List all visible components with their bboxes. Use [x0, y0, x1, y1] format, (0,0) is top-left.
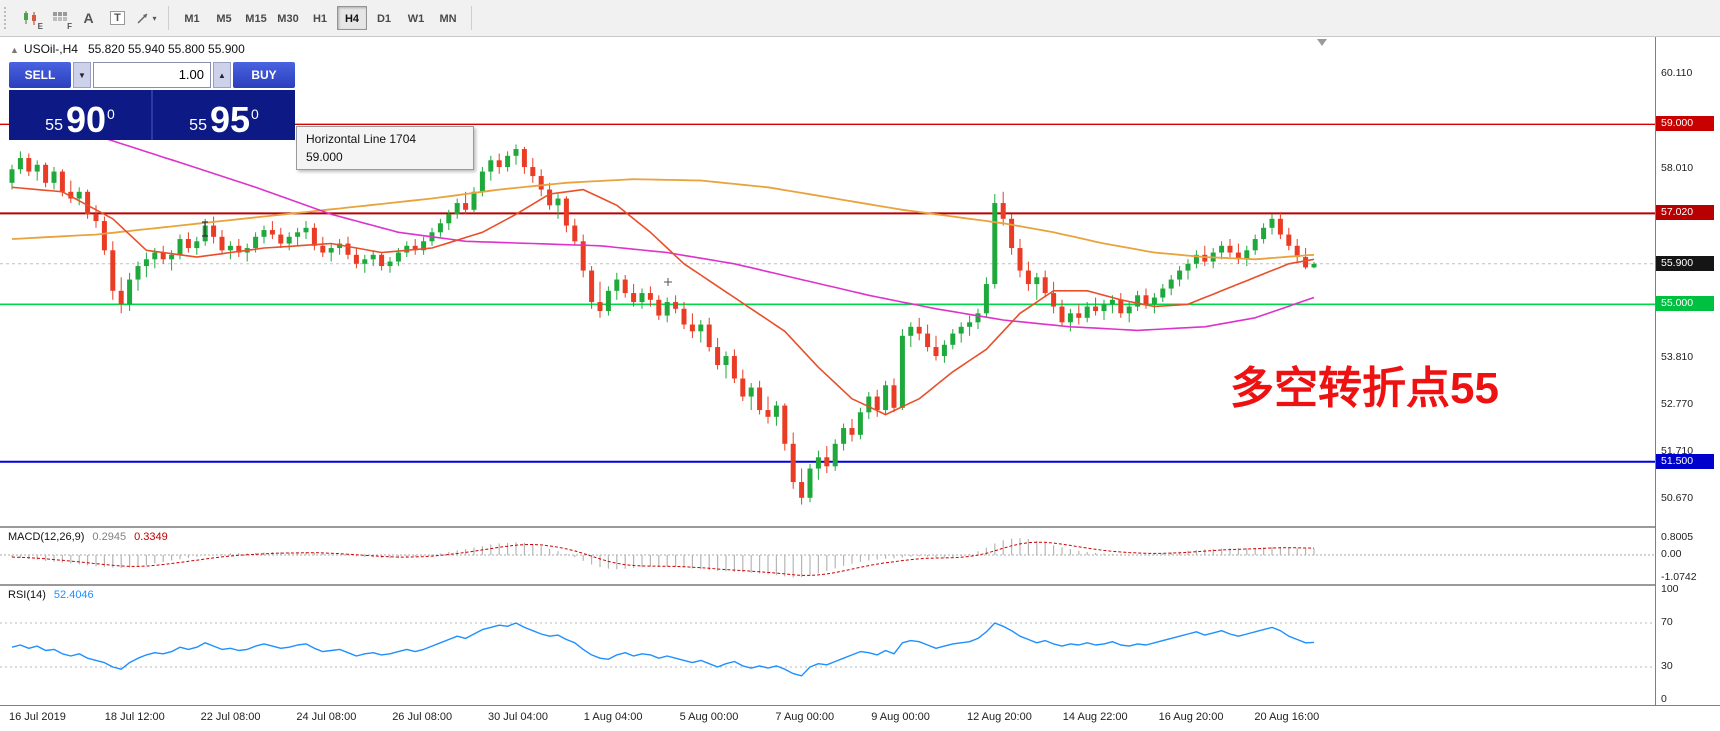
- chart-header: ▲ USOil-,H4 55.820 55.940 55.800 55.900: [10, 42, 245, 56]
- one-click-trading-panel: SELL ▼ 1.00 ▲ BUY 55 90 0 55 95 0: [9, 62, 295, 140]
- buy-price[interactable]: 55 95 0: [153, 90, 295, 140]
- text-label-button[interactable]: A: [75, 5, 102, 31]
- shapes-tool-button[interactable]: ▾: [133, 5, 160, 31]
- timeframe-button-h4[interactable]: H4: [337, 6, 367, 30]
- mouse-cursor: [202, 221, 208, 237]
- price-scale-label: 53.810: [1661, 350, 1694, 363]
- axis-separator: [0, 705, 1720, 706]
- grid-icon: [52, 11, 67, 21]
- timeframe-button-mn[interactable]: MN: [439, 13, 457, 25]
- price-badge: 55.900: [1656, 255, 1714, 271]
- toolbar-separator: [471, 6, 472, 30]
- tool-sub-label: E: [37, 22, 43, 31]
- time-axis-label: 16 Jul 2019: [9, 711, 66, 723]
- timeframe-button-h1[interactable]: H1: [312, 13, 328, 25]
- sell-price-big: 90: [65, 99, 107, 141]
- time-axis-label: 18 Jul 12:00: [104, 711, 165, 723]
- object-tooltip: Horizontal Line 1704 59.000: [296, 126, 474, 170]
- toolbar: E F A T ▾ M1 M5 M15 M30 H1 H4 D1 W1 MN: [0, 0, 1720, 37]
- collapse-panel-icon[interactable]: ▲: [10, 45, 19, 55]
- price-badge: 57.020: [1656, 205, 1714, 221]
- tool-sub-label: F: [67, 22, 72, 31]
- tooltip-title: Horizontal Line 1704: [306, 132, 417, 146]
- text-box-button[interactable]: T: [104, 5, 131, 31]
- time-axis-label: 1 Aug 04:00: [583, 711, 643, 723]
- panel-separator[interactable]: [0, 584, 1720, 586]
- price-scale-label: 50.670: [1661, 492, 1694, 505]
- macd-scale-label: 0.00: [1661, 548, 1682, 560]
- timeframe-button-m5[interactable]: M5: [216, 13, 232, 25]
- price-badge: 51.500: [1656, 453, 1714, 469]
- volume-dropdown-icon[interactable]: ▼: [73, 62, 91, 88]
- chart-cross-marker: [664, 278, 672, 286]
- price-badge: 55.000: [1656, 296, 1714, 312]
- toolbar-drag-handle[interactable]: [4, 7, 12, 29]
- price-scale-label: 58.010: [1661, 161, 1694, 174]
- rsi-indicator-label: RSI(14) 52.4046: [8, 589, 94, 601]
- time-axis-label: 7 Aug 00:00: [775, 711, 835, 723]
- candlesticks-icon: [23, 11, 36, 25]
- volume-input[interactable]: 1.00: [93, 62, 211, 88]
- timeframe-button-d1[interactable]: D1: [376, 13, 392, 25]
- timeframe-button-w1[interactable]: W1: [407, 13, 425, 25]
- buy-price-sup: 0: [251, 106, 259, 122]
- macd-main-value: 0.2945: [92, 531, 127, 543]
- time-axis-label: 12 Aug 20:00: [967, 711, 1032, 723]
- rsi-scale-label: 30: [1661, 660, 1673, 672]
- time-axis-label: 20 Aug 16:00: [1254, 711, 1320, 723]
- chart-text-annotation[interactable]: 多空转折点55: [1230, 364, 1499, 413]
- panel-separator[interactable]: [0, 526, 1720, 528]
- time-axis-label: 9 Aug 00:00: [871, 711, 930, 723]
- sell-price[interactable]: 55 90 0: [9, 90, 153, 140]
- text-box-icon: T: [110, 11, 125, 25]
- time-axis-label: 16 Aug 20:00: [1158, 711, 1224, 723]
- buy-button[interactable]: BUY: [233, 62, 295, 88]
- chart-objects-button[interactable]: E: [17, 5, 44, 31]
- indicator-grid-button[interactable]: F: [46, 5, 73, 31]
- timeframe-button-m1[interactable]: M1: [184, 13, 200, 25]
- time-axis-label: 22 Jul 08:00: [200, 711, 261, 723]
- price-badge: 59.000: [1656, 116, 1714, 132]
- tooltip-value: 59.000: [306, 150, 343, 164]
- timeframe-button-m15[interactable]: M15: [245, 13, 267, 25]
- volume-up-icon[interactable]: ▲: [213, 62, 231, 88]
- time-axis-label: 26 Jul 08:00: [392, 711, 453, 723]
- sell-button[interactable]: SELL: [9, 62, 71, 88]
- ohlc-values: 55.820 55.940 55.800 55.900: [87, 42, 245, 56]
- macd-indicator-label: MACD(12,26,9) 0.2945 0.3349: [8, 531, 168, 543]
- buy-price-big: 95: [209, 99, 251, 141]
- macd-panel-canvas[interactable]: [0, 528, 1655, 584]
- time-axis-label: 5 Aug 00:00: [679, 711, 739, 723]
- sell-price-small: 55: [45, 117, 63, 135]
- rsi-scale-label: 100: [1661, 583, 1679, 595]
- chevron-down-icon: ▾: [152, 13, 157, 23]
- rsi-panel-canvas[interactable]: [0, 586, 1655, 705]
- rsi-name: RSI(14): [8, 589, 46, 601]
- macd-scale-label: -1.0742: [1661, 570, 1697, 583]
- price-scale-border: [1655, 37, 1656, 705]
- rsi-scale-label: 0: [1661, 693, 1667, 705]
- time-axis-label: 24 Jul 08:00: [296, 711, 357, 723]
- trendline-icon: [137, 13, 149, 24]
- time-axis-label: 14 Aug 22:00: [1062, 711, 1128, 723]
- time-axis[interactable]: 16 Jul 2019 18 Jul 12:00 22 Jul 08:00 24 Ju…: [0, 706, 1720, 731]
- sell-price-sup: 0: [107, 106, 115, 122]
- macd-signal-value: 0.3349: [134, 531, 168, 543]
- time-axis-label: 30 Jul 04:00: [488, 711, 548, 723]
- toolbar-separator: [168, 6, 169, 30]
- price-scale[interactable]: [1656, 37, 1720, 705]
- text-label-icon: A: [83, 10, 94, 26]
- timeframe-button-m30[interactable]: M30: [277, 13, 299, 25]
- rsi-value: 52.4046: [53, 589, 94, 601]
- macd-name: MACD(12,26,9): [8, 531, 85, 543]
- price-scale-label: 60.110: [1661, 67, 1693, 80]
- buy-price-small: 55: [189, 117, 207, 135]
- chart-shift-marker[interactable]: [1317, 39, 1327, 46]
- price-scale-label: 52.770: [1661, 397, 1694, 410]
- macd-scale-label: 0.8005: [1661, 531, 1694, 544]
- timeframe-toolbar: M1 M5 M15 M30 H1 H4 D1 W1 MN: [176, 6, 464, 30]
- rsi-scale-label: 70: [1661, 616, 1673, 628]
- symbol-title: USOil-,H4: [23, 42, 78, 56]
